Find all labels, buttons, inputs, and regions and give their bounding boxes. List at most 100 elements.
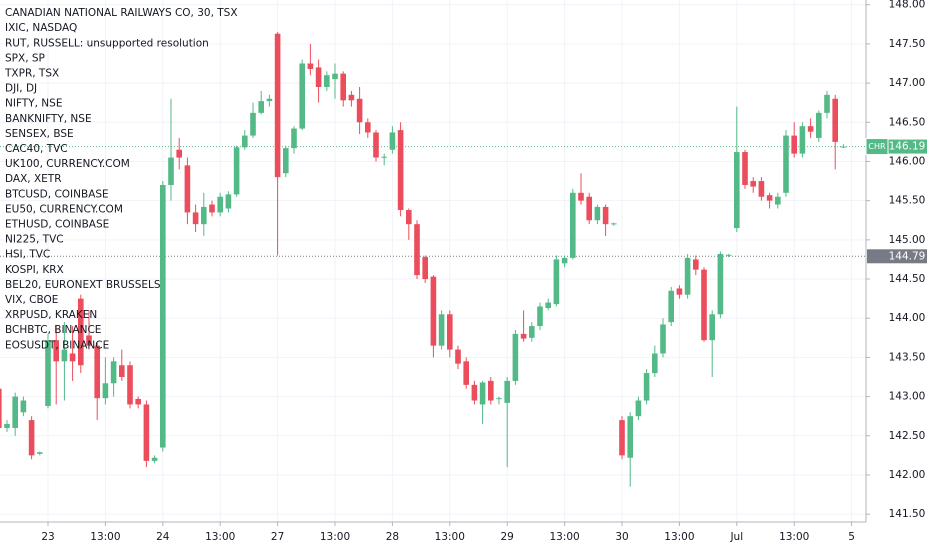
candle-body bbox=[315, 67, 322, 87]
legend-entry: TXPR, TSX bbox=[4, 68, 59, 80]
candle-body bbox=[824, 94, 830, 113]
candle-body bbox=[553, 259, 560, 305]
legend: CANADIAN NATIONAL RAILWAYS CO, 30, TSX I… bbox=[4, 7, 238, 351]
candle-body bbox=[840, 146, 847, 148]
candle-body bbox=[356, 98, 363, 123]
legend-entry: BTCUSD, COINBASE bbox=[5, 188, 109, 200]
candle-body bbox=[53, 340, 59, 362]
y-tick-label: 144.50 bbox=[889, 273, 926, 285]
candle-body bbox=[348, 94, 355, 101]
y-tick-label: 148.00 bbox=[889, 0, 926, 11]
candle-body bbox=[430, 276, 437, 346]
legend-entry: NIFTY, NSE bbox=[5, 98, 62, 110]
y-tick-label: 142.00 bbox=[889, 469, 926, 481]
x-tick-label: 13:00 bbox=[205, 531, 235, 543]
legend-entry: VIX, CBOE bbox=[5, 294, 58, 306]
legend-entry: IXIC, NASDAQ bbox=[5, 22, 77, 34]
candle-body bbox=[627, 416, 633, 458]
candle-body bbox=[12, 396, 18, 428]
candle-body bbox=[545, 302, 551, 309]
candle-body bbox=[684, 257, 691, 295]
candle-body bbox=[406, 210, 412, 225]
candle-body bbox=[709, 314, 715, 341]
legend-entry: UK100, CURRENCY.COM bbox=[5, 158, 130, 170]
candle-body bbox=[652, 353, 658, 374]
candle-body bbox=[340, 73, 346, 101]
legend-entry: DAX, XETR bbox=[5, 173, 62, 185]
legend-entry: SPX, SP bbox=[5, 52, 45, 64]
candle-body bbox=[20, 400, 27, 413]
candle-body bbox=[734, 152, 740, 229]
y-tick-label: 144.00 bbox=[889, 312, 926, 324]
candle-body bbox=[766, 195, 773, 201]
candle-body bbox=[201, 206, 207, 225]
candle-body bbox=[463, 361, 469, 385]
candle-body bbox=[242, 135, 248, 148]
candle-body bbox=[365, 122, 371, 133]
price-tag-label: 144.79 bbox=[889, 250, 926, 262]
candle-body bbox=[586, 196, 592, 221]
y-tick-label: 147.00 bbox=[889, 77, 926, 89]
legend-entry: RUT, RUSSELL: unsupported resolution bbox=[5, 37, 209, 49]
candle-body bbox=[192, 212, 199, 225]
candle-body bbox=[373, 132, 379, 158]
candle-body bbox=[381, 156, 387, 158]
candle-body bbox=[496, 398, 502, 400]
candle-body bbox=[619, 420, 625, 456]
candle-body bbox=[143, 404, 150, 461]
candle-body bbox=[783, 135, 789, 193]
candle-body bbox=[110, 361, 117, 384]
candle-body bbox=[488, 380, 494, 401]
candle-body bbox=[537, 306, 543, 327]
candle-body bbox=[94, 345, 100, 399]
x-tick-label: 24 bbox=[156, 531, 170, 543]
plot-area bbox=[0, 32, 866, 487]
candle-body bbox=[45, 340, 51, 406]
candle-body bbox=[611, 223, 617, 225]
candle-body bbox=[447, 314, 453, 350]
price-tag-name: CHR bbox=[868, 142, 886, 151]
candle-body bbox=[37, 452, 43, 454]
candle-body bbox=[307, 63, 314, 69]
candle-body bbox=[529, 326, 535, 338]
y-tick-label: 143.50 bbox=[889, 351, 926, 363]
x-tick-label: 13:00 bbox=[549, 531, 579, 543]
candle-body bbox=[504, 380, 510, 403]
candle-body bbox=[438, 314, 445, 346]
candle-body bbox=[758, 181, 765, 197]
y-tick-label: 147.50 bbox=[889, 38, 926, 50]
candle-body bbox=[512, 333, 519, 381]
price-tag-label: 146.19 bbox=[889, 141, 926, 153]
x-tick-label: 13:00 bbox=[779, 531, 809, 543]
candle-body bbox=[86, 335, 92, 346]
candle-body bbox=[643, 373, 650, 401]
legend-entry: NI225, TVC bbox=[5, 234, 64, 246]
x-tick-label: 13:00 bbox=[90, 531, 120, 543]
x-tick-label: 13:00 bbox=[664, 531, 694, 543]
candle-body bbox=[742, 152, 748, 185]
candle-body bbox=[61, 349, 68, 362]
candle-body bbox=[299, 63, 305, 129]
legend-entry: EOSUSDT, BINANCE bbox=[5, 339, 109, 351]
x-tick-label: 29 bbox=[501, 531, 514, 543]
y-tick-label: 143.00 bbox=[889, 391, 926, 403]
legend-entry: EU50, CURRENCY.COM bbox=[5, 203, 123, 215]
candle-body bbox=[479, 382, 486, 405]
legend-entry: HSI, TVC bbox=[5, 249, 50, 261]
candle-body bbox=[676, 288, 683, 295]
y-tick-label: 141.50 bbox=[889, 508, 926, 520]
candle-body bbox=[693, 259, 699, 270]
candle-body bbox=[291, 128, 297, 149]
candle-body bbox=[725, 254, 732, 256]
x-tick-label: Jul bbox=[729, 531, 743, 543]
candle-body bbox=[233, 147, 240, 195]
candle-body bbox=[422, 257, 428, 280]
candle-body bbox=[397, 130, 404, 211]
candle-body bbox=[750, 181, 756, 187]
candle-body bbox=[324, 75, 330, 87]
candle-body bbox=[102, 383, 109, 399]
candle-body bbox=[151, 457, 158, 461]
legend-entry: KOSPI, KRX bbox=[5, 264, 64, 276]
candle-body bbox=[4, 424, 10, 428]
